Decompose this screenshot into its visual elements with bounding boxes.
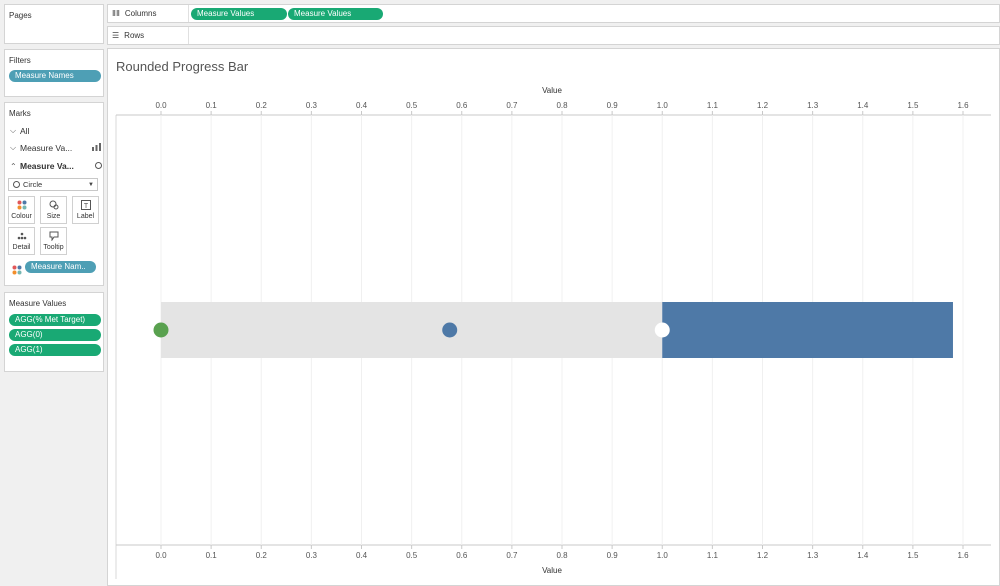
progress-bar-segment	[662, 302, 953, 358]
bottom-tick-label: 0.7	[506, 551, 518, 560]
top-tick-label: 0.3	[306, 101, 318, 110]
marks-layer-bar[interactable]: ⌵ Measure Va...	[10, 143, 102, 153]
bottom-tick-label: 1.2	[757, 551, 769, 560]
label-icon: T	[73, 200, 98, 213]
marks-title: Marks	[9, 109, 31, 118]
top-tick-label: 0.4	[356, 101, 368, 110]
bottom-axis-title: Value	[542, 566, 562, 575]
size-icon	[41, 200, 66, 213]
top-tick-label: 1.2	[757, 101, 769, 110]
mark-type-dropdown[interactable]: Circle ▼	[8, 178, 98, 191]
caret-down-icon: ▼	[88, 181, 94, 188]
marks-card: Marks ⌵ All ⌵ Measure Va... ⌃ Measure Va…	[4, 102, 104, 286]
bottom-tick-label: 0.8	[556, 551, 568, 560]
view-canvas[interactable]: Rounded Progress Bar Value Value 0.0 0.0 0.1…	[107, 48, 1000, 586]
bottom-tick-label: 0.3	[306, 551, 318, 560]
filters-card[interactable]: Filters Measure Names	[4, 49, 104, 97]
detail-icon	[9, 231, 34, 244]
chevron-up-icon: ⌃	[10, 161, 17, 171]
measure-values-card: Measure Values AGG(% Met Target) AGG(0) …	[4, 292, 104, 372]
columns-pill-measure-values[interactable]: Measure Values	[191, 8, 287, 20]
circle-icon	[90, 161, 102, 171]
chevron-down-icon: ⌵	[10, 143, 17, 152]
top-tick-label: 0.9	[607, 101, 619, 110]
left-pane: Pages Filters Measure Names Marks ⌵ All …	[0, 0, 106, 586]
bottom-tick-label: 0.0	[155, 551, 167, 560]
top-tick-label: 1.6	[957, 101, 969, 110]
bottom-tick-label: 0.2	[256, 551, 268, 560]
columns-pill-measure-values[interactable]: Measure Values	[288, 8, 383, 20]
bottom-tick-label: 1.5	[907, 551, 919, 560]
circle-mark	[654, 322, 670, 338]
bottom-tick-label: 0.1	[206, 551, 218, 560]
label-button[interactable]: T Label	[72, 196, 99, 224]
top-tick-label: 0.6	[456, 101, 468, 110]
circle-icon	[13, 181, 20, 188]
top-axis-title: Value	[542, 86, 562, 95]
columns-label: Columns	[124, 9, 157, 18]
top-tick-label: 1.1	[707, 101, 719, 110]
pages-card[interactable]: Pages	[4, 4, 104, 44]
measure-values-title: Measure Values	[9, 299, 67, 308]
chevron-down-icon: ⌵	[10, 126, 17, 135]
measure-value-pill[interactable]: AGG(% Met Target)	[9, 314, 101, 326]
colour-icon	[9, 200, 34, 213]
filters-title: Filters	[9, 56, 31, 65]
marks-layer-all[interactable]: ⌵ All	[10, 126, 30, 136]
top-tick-label: 1.0	[657, 101, 669, 110]
bottom-tick-label: 1.4	[857, 551, 869, 560]
rows-icon: ☰	[112, 31, 120, 40]
bar-chart-icon	[90, 143, 102, 153]
size-button[interactable]: Size	[40, 196, 67, 224]
circle-mark	[153, 322, 169, 338]
tooltip-icon	[41, 231, 66, 244]
top-tick-label: 0.2	[256, 101, 268, 110]
bottom-tick-label: 0.5	[406, 551, 418, 560]
view-title: Rounded Progress Bar	[116, 59, 249, 74]
bottom-tick-label: 0.9	[607, 551, 619, 560]
progress-bar-segment	[161, 302, 663, 358]
filter-pill-measure-names[interactable]: Measure Names	[9, 70, 101, 82]
bottom-tick-label: 1.3	[807, 551, 819, 560]
columns-icon: ⅡⅡ	[112, 9, 120, 18]
detail-button[interactable]: Detail	[8, 227, 35, 255]
top-tick-label: 0.0	[155, 101, 167, 110]
bottom-tick-label: 1.6	[957, 551, 969, 560]
rows-shelf[interactable]: ☰ Rows	[107, 26, 1000, 45]
top-tick-label: 1.4	[857, 101, 869, 110]
svg-text:T: T	[83, 203, 88, 210]
colour-pill-measure-names[interactable]: Measure Nam..	[25, 261, 96, 273]
circle-mark	[442, 322, 458, 338]
marks-layer-circle[interactable]: ⌃ Measure Va...	[10, 161, 102, 171]
top-tick-label: 1.5	[907, 101, 919, 110]
measure-value-pill[interactable]: AGG(1)	[9, 344, 101, 356]
progress-bar-chart[interactable]: Value Value 0.0 0.0 0.1 0.1 0.2 0.2 0.3 0.3 0.4 0.4…	[108, 49, 999, 585]
measure-value-pill[interactable]: AGG(0)	[9, 329, 101, 341]
top-tick-label: 0.1	[206, 101, 218, 110]
bottom-tick-label: 1.1	[707, 551, 719, 560]
bottom-tick-label: 0.4	[356, 551, 368, 560]
pages-title: Pages	[9, 11, 32, 20]
bottom-tick-label: 0.6	[456, 551, 468, 560]
colour-encoding-icon	[12, 262, 22, 280]
colour-button[interactable]: Colour	[8, 196, 35, 224]
rows-label: Rows	[124, 31, 145, 40]
tooltip-button[interactable]: Tooltip	[40, 227, 67, 255]
top-tick-label: 0.5	[406, 101, 418, 110]
columns-shelf[interactable]: ⅡⅡ Columns Measure Values Measure Values	[107, 4, 1000, 23]
bottom-tick-label: 1.0	[657, 551, 669, 560]
top-tick-label: 0.8	[556, 101, 568, 110]
top-tick-label: 1.3	[807, 101, 819, 110]
top-tick-label: 0.7	[506, 101, 518, 110]
